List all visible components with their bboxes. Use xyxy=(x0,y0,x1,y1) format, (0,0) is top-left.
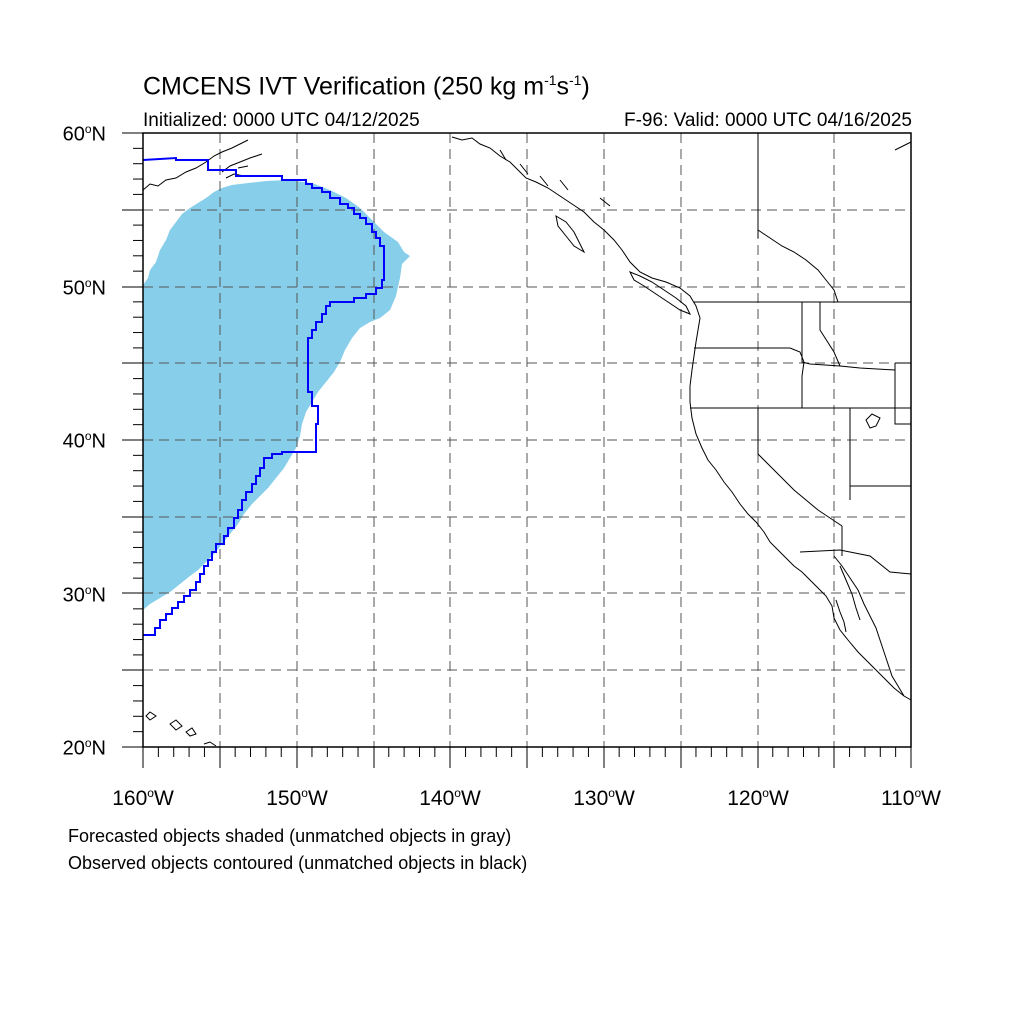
lon-label-160w: 160oW xyxy=(112,786,174,810)
lat-label-20n: 20oN xyxy=(62,736,106,760)
coastlines xyxy=(142,133,912,747)
observed-object xyxy=(142,156,385,636)
initialized-time: Initialized: 0000 UTC 04/12/2025 xyxy=(143,110,420,131)
forecast-object xyxy=(143,180,410,610)
lat-label-30n: 30oN xyxy=(62,583,106,607)
lon-label-120w: 120oW xyxy=(727,786,789,810)
footer-observed-note: Observed objects contoured (unmatched ob… xyxy=(68,853,528,873)
lon-label-130w: 130oW xyxy=(573,786,635,810)
chart-title: CMCENS IVT Verification (250 kg m-1s-1) xyxy=(143,72,590,101)
minor-tick-marks xyxy=(133,147,897,757)
lat-label-40n: 40oN xyxy=(62,429,106,453)
lat-label-50n: 50oN xyxy=(62,276,106,300)
lat-label-60n: 60oN xyxy=(62,122,106,146)
valid-time: F-96: Valid: 0000 UTC 04/16/2025 xyxy=(624,110,912,131)
footer-forecast-note: Forecasted objects shaded (unmatched obj… xyxy=(68,826,512,846)
lon-label-110w: 110oW xyxy=(881,786,941,810)
lon-label-150w: 150oW xyxy=(266,786,328,810)
lon-label-140w: 140oW xyxy=(419,786,481,810)
tick-marks xyxy=(122,132,912,768)
